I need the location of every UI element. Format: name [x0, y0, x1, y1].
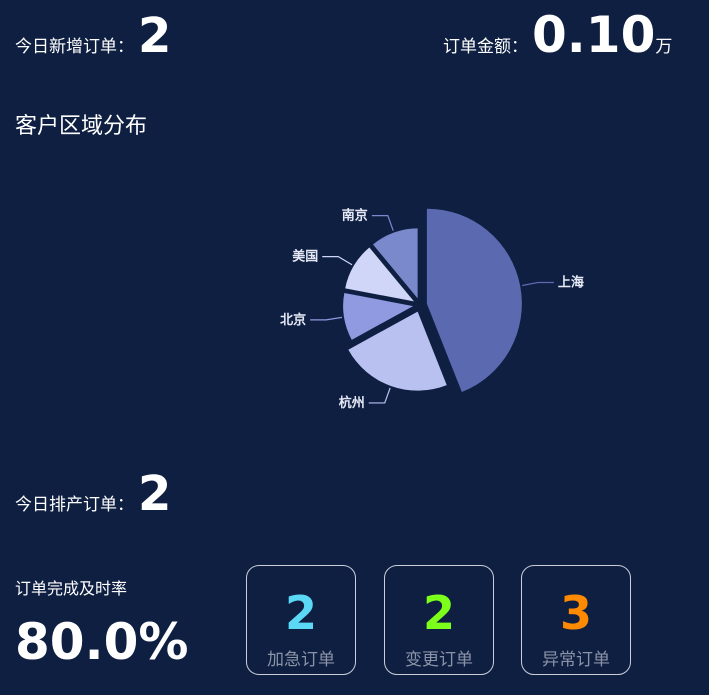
new-orders-value: 2 [138, 8, 172, 64]
urgent-orders-card[interactable]: 2 加急订单 [246, 565, 356, 675]
pie-leader-line-4 [371, 215, 394, 231]
pie-label-0: 上海 [558, 275, 584, 291]
abnormal-orders-count: 3 [559, 586, 592, 640]
changed-orders-card[interactable]: 2 变更订单 [384, 565, 494, 675]
pie-label-2: 北京 [280, 312, 306, 328]
pie-slice-4[interactable] [373, 228, 418, 299]
pie-label-4: 南京 [342, 208, 368, 224]
urgent-orders-label: 加急订单 [267, 650, 335, 670]
completion-rate-value: 80.0% [15, 613, 189, 671]
order-amount-unit: 万 [655, 37, 673, 57]
new-orders-stat: 今日新增订单： 2 [15, 12, 171, 60]
region-distribution-title: 客户区域分布 [15, 114, 148, 139]
changed-orders-count: 2 [422, 586, 455, 640]
changed-orders-label: 变更订单 [405, 650, 473, 670]
pie-leader-line-1 [368, 387, 391, 404]
order-amount-stat: 订单金额： 0.10 万 [443, 10, 672, 60]
pie-slice-1[interactable] [348, 311, 447, 391]
order-amount-value: 0.10 [532, 6, 656, 64]
pie-slice-3[interactable] [345, 247, 414, 302]
order-amount-label: 订单金额： [443, 37, 528, 57]
abnormal-orders-label: 异常订单 [542, 650, 610, 670]
new-orders-label: 今日新增订单： [15, 37, 134, 57]
pie-leader-line-3 [322, 256, 353, 266]
production-orders-stat: 今日排产订单： 2 [15, 470, 171, 518]
pie-leader-line-2 [310, 316, 343, 321]
pie-label-1: 杭州 [339, 395, 365, 411]
production-orders-label: 今日排产订单： [15, 495, 134, 515]
production-orders-value: 2 [138, 466, 172, 522]
completion-rate-label: 订单完成及时率 [15, 579, 128, 598]
pie-slice-2[interactable] [343, 292, 414, 340]
abnormal-orders-card[interactable]: 3 异常订单 [521, 565, 631, 675]
urgent-orders-count: 2 [284, 586, 317, 640]
pie-slice-0[interactable] [426, 208, 522, 393]
pie-leader-line-0 [522, 281, 554, 287]
pie-label-3: 美国 [292, 249, 318, 265]
